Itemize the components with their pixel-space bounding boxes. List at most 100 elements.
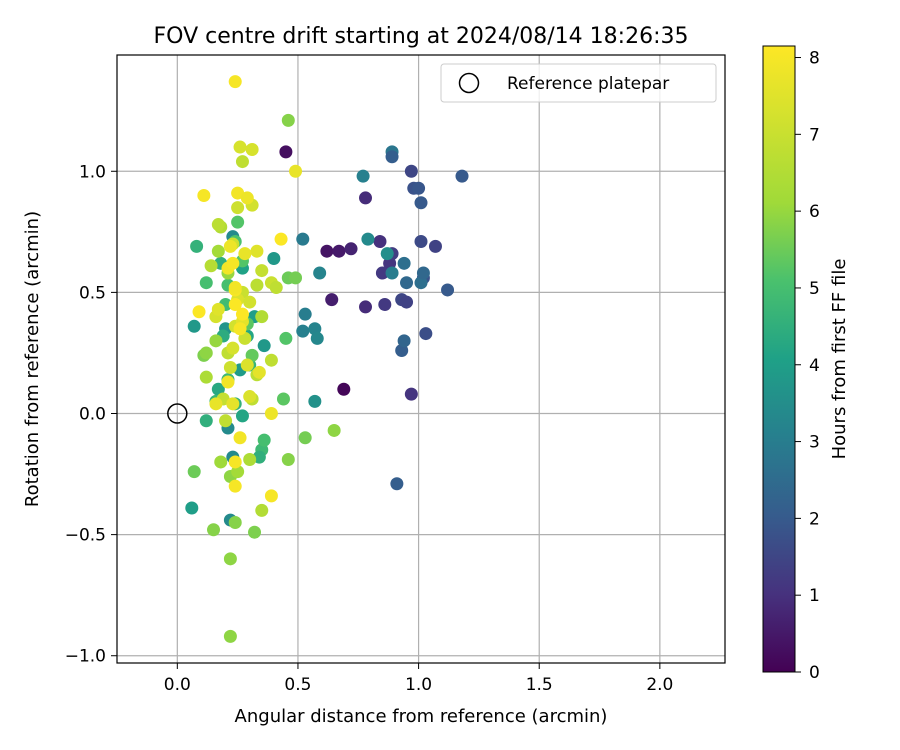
scatter-point: [248, 525, 262, 539]
scatter-point: [325, 293, 339, 307]
y-axis-label: Rotation from reference (arcmin): [22, 211, 43, 507]
scatter-point: [226, 397, 240, 411]
scatter-point: [400, 295, 414, 309]
scatter-point: [289, 164, 303, 178]
scatter-point: [187, 319, 201, 333]
legend-label: Reference platepar: [507, 74, 669, 94]
scatter-point: [419, 327, 433, 341]
scatter-point: [211, 382, 225, 396]
colorbar-tick-label: 6: [809, 202, 820, 222]
scatter-point: [238, 247, 252, 261]
scatter-point: [233, 431, 247, 445]
scatter-point: [310, 331, 324, 345]
scatter-point: [199, 414, 213, 428]
scatter-point: [264, 353, 278, 367]
scatter-point: [185, 501, 199, 515]
colorbar-tick-label: 4: [809, 356, 820, 376]
scatter-point: [279, 331, 293, 345]
scatter-point: [313, 266, 327, 280]
scatter-point: [281, 113, 295, 127]
scatter-point: [223, 552, 237, 566]
scatter-point: [359, 191, 373, 205]
scatter-point: [231, 215, 245, 229]
x-tick-label: 1.5: [526, 675, 553, 695]
y-tick-label: 0.0: [79, 405, 106, 425]
scatter-point: [209, 334, 223, 348]
scatter-point: [187, 465, 201, 479]
scatter-point: [231, 186, 245, 200]
scatter-point: [416, 266, 430, 280]
scatter-point: [243, 295, 257, 309]
colorbar-ticks: 0 1 2 3 4 5 6 7 8: [795, 49, 820, 683]
scatter-point: [337, 382, 351, 396]
scatter-point: [375, 266, 389, 280]
scatter-point: [385, 266, 399, 280]
scatter-point: [211, 244, 225, 258]
scatter-point: [250, 244, 264, 258]
colorbar-frame: [762, 45, 796, 673]
scatter-point: [223, 239, 237, 253]
scatter-point: [228, 297, 242, 311]
scatter-point: [281, 453, 295, 467]
scatter-point: [296, 232, 310, 246]
scatter-point: [192, 305, 206, 319]
scatter-point: [228, 516, 242, 530]
scatter-point: [385, 150, 399, 164]
scatter-point: [228, 281, 242, 295]
scatter-point: [199, 370, 213, 384]
scatter-point: [414, 196, 428, 210]
scatter-points: [185, 75, 469, 643]
scatter-point: [327, 423, 341, 437]
scatter-point: [269, 281, 283, 295]
scatter-point: [320, 244, 334, 258]
legend-marker-icon: [458, 72, 480, 94]
y-tick-label: −1.0: [65, 647, 106, 667]
colorbar-tick-label: 2: [809, 509, 820, 529]
scatter-point: [296, 324, 310, 338]
scatter-point: [276, 392, 290, 406]
scatter-point: [231, 201, 245, 215]
colorbar: 0 1 2 3 4 5 6 7 8 Hours from first FF file: [762, 45, 850, 683]
scatter-point: [245, 142, 259, 156]
scatter-point: [332, 244, 346, 258]
colorbar-label: Hours from first FF file: [829, 259, 850, 460]
scatter-point: [267, 251, 281, 265]
colorbar-tick-label: 3: [809, 433, 820, 453]
scatter-point: [226, 256, 240, 270]
scatter-point: [252, 365, 266, 379]
scatter-point: [274, 232, 288, 246]
scatter-point: [240, 358, 254, 372]
scatter-point: [199, 276, 213, 290]
scatter-point: [404, 387, 418, 401]
scatter-point: [404, 164, 418, 178]
scatter-point: [223, 360, 237, 374]
reference-platepar-marker: [167, 403, 188, 424]
scatter-point: [250, 278, 264, 292]
scatter-point: [255, 503, 269, 517]
legend-box: [440, 63, 717, 103]
scatter-point: [245, 348, 259, 362]
scatter-point: [228, 455, 242, 469]
scatter-point: [428, 239, 442, 253]
scatter-point: [412, 181, 426, 195]
scatter-point: [235, 155, 249, 169]
scatter-point: [255, 264, 269, 278]
colorbar-gradient: [763, 46, 795, 672]
scatter-point: [211, 302, 225, 316]
scatter-point: [243, 453, 257, 467]
scatter-point: [240, 191, 254, 205]
scatter-point: [233, 140, 247, 154]
scatter-point: [308, 394, 322, 408]
scatter-point: [289, 271, 303, 285]
x-tick-label: 1.0: [405, 675, 432, 695]
scatter-point: [359, 300, 373, 314]
scatter-point: [221, 375, 235, 389]
scatter-point: [207, 523, 221, 537]
colorbar-tick-label: 1: [809, 586, 820, 606]
scatter-point: [257, 339, 271, 353]
scatter-point: [264, 407, 278, 421]
scatter-point: [298, 307, 312, 321]
scatter-point: [397, 334, 411, 348]
scatter-point: [255, 310, 269, 324]
scatter-point: [455, 169, 469, 183]
